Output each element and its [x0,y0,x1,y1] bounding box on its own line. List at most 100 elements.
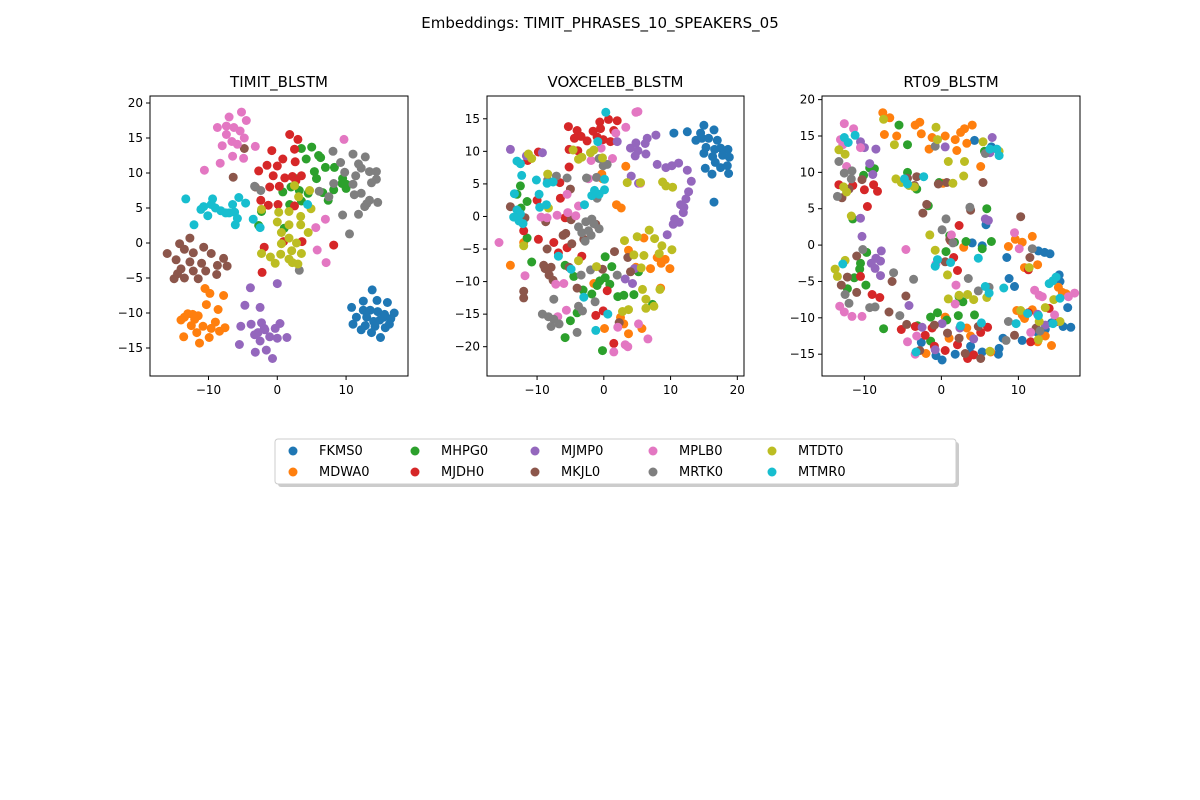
data-point [201,266,211,276]
data-point [574,154,583,164]
data-point [978,178,988,187]
data-point [588,126,598,136]
data-point [263,200,273,210]
data-point [527,257,537,267]
data-point [329,240,339,250]
data-point [1040,303,1050,313]
x-tick-label: 10 [1011,383,1026,397]
data-point [629,290,639,300]
data-point [644,225,654,235]
legend-label: MTMR0 [798,465,846,480]
data-point [537,148,547,158]
data-point [903,337,912,347]
y-tick-label: 10 [800,165,815,179]
data-point [600,273,610,283]
data-point [993,349,1003,359]
data-point [586,156,596,165]
data-point [236,321,246,331]
subplot-title: RT09_BLSTM [903,73,998,92]
series-MRTK0 [250,146,383,275]
series-MDWA0 [176,284,230,348]
data-point [181,194,191,204]
data-point [228,151,238,161]
data-point [554,319,564,329]
data-point [204,333,214,342]
data-point [338,210,348,220]
data-point [1051,272,1061,282]
data-point [566,264,576,274]
data-point [832,191,842,201]
x-tick-label: −10 [852,383,877,397]
data-point [686,176,696,186]
data-point [546,262,556,272]
data-point [948,178,958,188]
data-point [983,215,993,225]
data-point [652,159,662,169]
data-point [1024,263,1034,273]
data-point [296,249,306,258]
data-point [1037,292,1047,302]
data-point [879,114,889,124]
data-point [953,266,962,275]
data-point [634,319,643,329]
data-point [576,270,586,280]
data-point [339,134,349,144]
legend-marker [288,446,298,456]
data-point [515,181,525,191]
data-point [1025,253,1035,262]
data-point [348,319,358,329]
data-point [303,228,313,237]
data-point [985,346,995,356]
data-point [1063,303,1073,313]
data-point [646,264,655,274]
data-point [358,296,368,306]
y-tick-label: −15 [790,347,815,361]
data-point [517,170,527,180]
series-MJMP0 [234,279,292,363]
data-point [878,108,888,118]
data-point [1010,330,1019,340]
data-point [185,257,195,267]
data-point [375,315,385,325]
data-point [873,186,882,196]
data-point [329,162,339,172]
data-point [834,157,844,166]
data-point [629,250,639,260]
data-point [640,139,650,148]
data-point [598,153,607,163]
data-point [527,154,537,163]
data-point [240,300,250,310]
data-point [930,345,940,355]
data-point [631,138,641,148]
y-tick-label: −5 [797,274,815,288]
data-point [933,308,942,318]
data-point [658,177,668,187]
data-point [929,320,939,330]
data-point [519,293,529,303]
x-tick-label: −10 [196,383,221,397]
data-point [276,249,286,259]
data-point [903,140,912,150]
data-point [620,236,629,246]
data-point [839,307,849,317]
data-point [612,116,622,126]
data-point [584,226,593,236]
data-point [639,251,649,260]
data-point [978,137,988,147]
data-point [958,297,968,307]
data-point [272,279,282,289]
data-point [865,159,875,169]
data-point [613,322,623,332]
data-point [612,137,622,147]
data-point [520,271,530,281]
data-point [348,149,358,159]
data-point [356,188,366,198]
data-point [548,177,558,187]
data-point [549,294,559,304]
data-point [608,154,617,163]
y-tick-label: 20 [128,96,143,110]
data-point [1004,274,1014,283]
data-point [358,305,368,315]
data-point [581,217,591,227]
data-point [724,169,734,178]
